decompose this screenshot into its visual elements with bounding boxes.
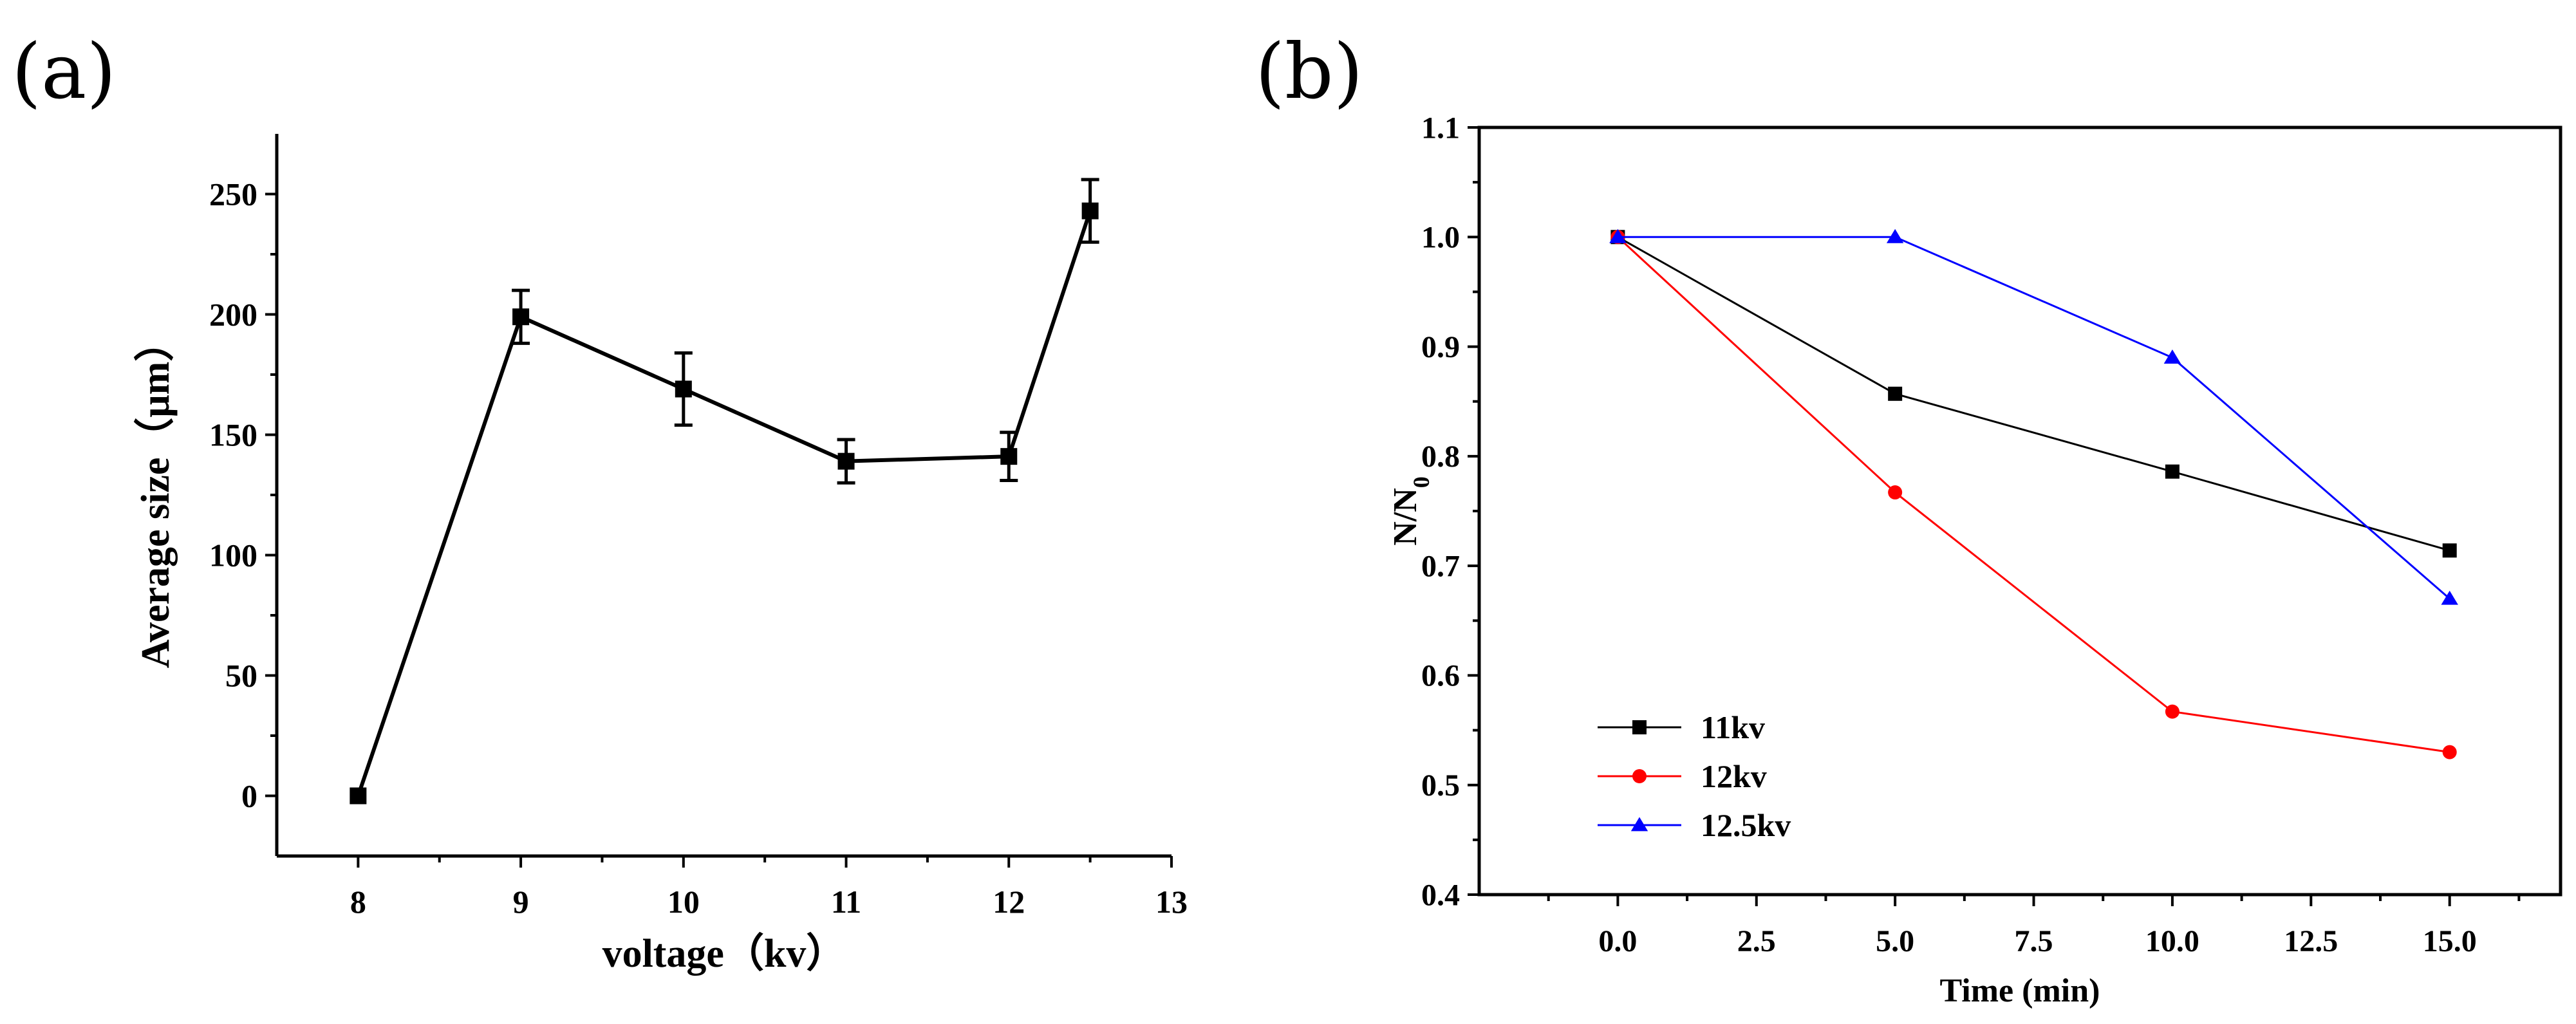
data-point-2-2 <box>2163 349 2181 364</box>
data-point-0-3 <box>837 452 855 470</box>
legend-label-2: 12.5kv <box>1701 807 1791 843</box>
series-line-0 <box>1617 236 2450 552</box>
data-point-1-1 <box>1888 485 1903 500</box>
y-tick-label: 1.0 <box>1421 221 1460 255</box>
y-tick-label: 50 <box>225 658 257 694</box>
x-tick-label: 12.5 <box>2284 924 2338 958</box>
x-tick-label: 7.5 <box>2015 924 2053 958</box>
y-tick-label: 0.6 <box>1421 659 1460 693</box>
legend-marker-2 <box>1630 817 1648 832</box>
data-point-0-2 <box>2165 464 2179 479</box>
x-tick-label: 0.0 <box>1598 924 1637 958</box>
x-tick-label: 11 <box>831 884 861 920</box>
legend-label-0: 11kv <box>1701 709 1765 745</box>
data-point-2-0 <box>1609 228 1627 243</box>
y-axis-title-subscript: 0 <box>1408 476 1434 488</box>
x-tick-label: 10.0 <box>2145 924 2199 958</box>
data-point-0-4 <box>1000 448 1018 465</box>
legend-marker-1 <box>1632 769 1647 783</box>
y-tick-label: 100 <box>209 537 257 573</box>
legend-marker-0 <box>1632 720 1647 734</box>
panel-a-chart: (a) 8 9 10 11 12 13 0 50 100 150 200 250 voltage（kv） A… <box>12 27 1188 976</box>
x-tick-label: 15.0 <box>2423 924 2477 958</box>
x-tick-label: 12 <box>993 884 1025 920</box>
data-point-0-0 <box>350 787 367 805</box>
data-point-1-2 <box>2165 704 2179 719</box>
x-tick-label: 2.5 <box>1737 924 1776 958</box>
y-axis-title: Average size（μm） <box>133 322 178 668</box>
y-tick-label: 0.7 <box>1421 549 1460 583</box>
y-tick-label: 250 <box>209 176 257 212</box>
y-tick-label: 0.9 <box>1421 330 1460 364</box>
data-point-0-1 <box>1888 386 1903 401</box>
y-axis-title: N/N0 <box>1387 476 1434 546</box>
data-point-0-5 <box>1081 202 1099 219</box>
y-tick-label: 1.1 <box>1421 111 1460 145</box>
data-point-2-3 <box>2441 590 2458 605</box>
data-point-0-3 <box>2442 543 2457 558</box>
y-tick-label: 150 <box>209 417 257 453</box>
series-line-1 <box>1617 236 2450 754</box>
x-tick-label: 5.0 <box>1876 924 1914 958</box>
panel-label: (a) <box>12 27 116 116</box>
x-axis-title: voltage（kv） <box>602 931 846 976</box>
legend-label-1: 12kv <box>1701 758 1767 794</box>
x-tick-label: 10 <box>667 884 700 920</box>
x-tick-label: 8 <box>350 884 366 920</box>
panel-label: (b) <box>1255 27 1363 116</box>
panel-b-chart: (b) 0.0 2.5 5.0 7.5 10.0 12.5 15.0 0.4 0.5 0.6 0.7 0… <box>1255 27 2562 1009</box>
data-point-2-1 <box>1886 228 1904 243</box>
x-tick-label: 13 <box>1155 884 1188 920</box>
data-point-1-3 <box>2442 745 2457 759</box>
data-point-0-1 <box>512 308 530 326</box>
y-tick-label: 0 <box>241 778 257 814</box>
data-point-0-2 <box>675 380 692 398</box>
y-tick-label: 0.4 <box>1421 878 1460 912</box>
y-tick-label: 0.5 <box>1421 768 1460 803</box>
y-tick-label: 0.8 <box>1421 440 1460 474</box>
series-line-0 <box>356 210 1092 797</box>
x-axis-title: Time (min) <box>1940 973 2100 1009</box>
series-line-2 <box>1618 236 2450 600</box>
x-tick-label: 9 <box>513 884 529 920</box>
y-tick-label: 200 <box>209 297 257 333</box>
